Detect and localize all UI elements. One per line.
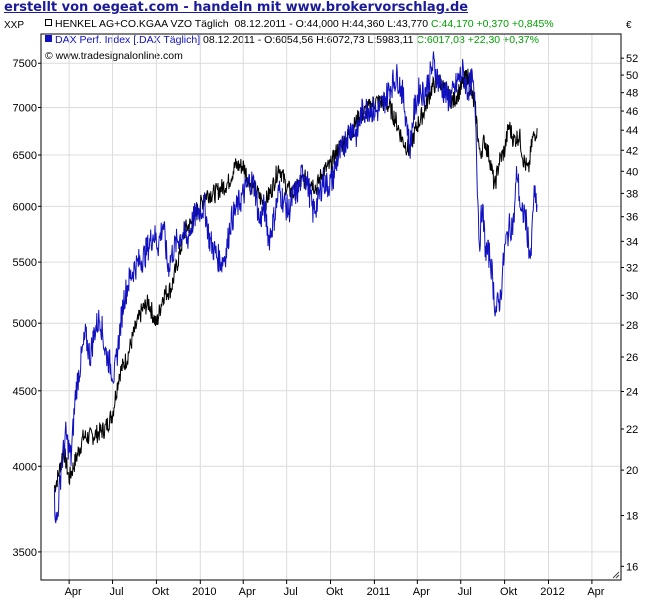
right-tick-label: 22 (626, 424, 638, 436)
x-tick-label: Jul (110, 586, 124, 598)
x-tick-label: 2012 (540, 586, 564, 598)
left-tick-label: 3500 (13, 547, 37, 559)
left-axis-unit: XXP (4, 20, 25, 31)
grid-lines (41, 34, 621, 580)
x-tick-label: Okt (500, 586, 517, 598)
right-tick-label: 28 (626, 320, 638, 332)
henkel-date: 08.12.2011 (234, 18, 287, 30)
x-tick-label: Apr (65, 586, 82, 598)
x-tick-label: 2011 (367, 586, 391, 598)
right-tick-label: 30 (626, 290, 638, 302)
dax-series-marker-icon (45, 35, 52, 42)
dax-close-change: C:6017,03 +22,30 +0,37% (416, 34, 539, 46)
henkel-price-line (53, 68, 538, 493)
dax-index-line (53, 51, 538, 524)
dax-series-name: DAX Perf. Index [.DAX Täglich] (55, 34, 201, 46)
x-tick-label: Apr (239, 586, 256, 598)
left-tick-label: 6000 (13, 201, 37, 213)
right-tick-label: 44 (626, 125, 638, 137)
legend-row-henkel: HENKEL AG+CO.KGAA VZO Täglich 08.12.2011… (45, 16, 615, 32)
x-tick-label: Jul (458, 586, 472, 598)
right-tick-label: 48 (626, 88, 638, 100)
right-tick-label: 26 (626, 352, 638, 364)
henkel-close-change: C:44,170 +0,370 +0,845% (431, 18, 554, 30)
right-tick-label: 16 (626, 561, 638, 573)
right-tick-label: 34 (626, 236, 638, 248)
x-tick-label: Okt (326, 586, 343, 598)
left-tick-label: 5500 (13, 257, 37, 269)
resize-corner-icon (612, 571, 620, 579)
dax-date: 08.12.2011 (203, 34, 255, 46)
x-tick-label: Jul (284, 586, 298, 598)
right-tick-label: 42 (626, 145, 638, 157)
henkel-series-marker-icon (45, 19, 52, 26)
left-tick-label: 6500 (13, 150, 37, 162)
left-tick-label: 7500 (13, 58, 37, 70)
right-tick-label: 24 (626, 387, 638, 399)
right-tick-label: 20 (626, 465, 638, 477)
right-axis-unit: € (626, 20, 632, 31)
x-tick-label: Okt (152, 586, 169, 598)
right-tick-label: 40 (626, 166, 638, 178)
right-tick-label: 36 (626, 212, 638, 224)
left-tick-label: 4000 (13, 461, 37, 473)
legend-copyright: © www.tradesignalonline.com (45, 50, 183, 62)
x-tick-label: Apr (587, 586, 604, 598)
right-tick-label: 52 (626, 53, 638, 65)
right-tick-label: 18 (626, 511, 638, 523)
henkel-series-name: HENKEL AG+CO.KGAA VZO Täglich (55, 18, 229, 30)
header-title[interactable]: erstellt von oegeat.com - handeln mit ww… (4, 0, 469, 15)
left-tick-label: 7000 (13, 102, 37, 114)
right-tick-label: 38 (626, 188, 638, 200)
x-tick-label: 2010 (192, 586, 216, 598)
right-tick-label: 50 (626, 70, 638, 82)
x-tick-label: Apr (413, 586, 430, 598)
series-layer (53, 51, 538, 524)
henkel-ohl: - O:44,000 H:44,360 L:43,770 (289, 18, 429, 30)
left-tick-label: 5000 (13, 318, 37, 330)
axes: 3500 4000 4500 5000 5500 6000 6500 7000 7500 16 18… (13, 33, 638, 598)
left-tick-label: 4500 (13, 386, 37, 398)
right-tick-label: 46 (626, 106, 638, 118)
right-tick-label: 32 (626, 262, 638, 274)
